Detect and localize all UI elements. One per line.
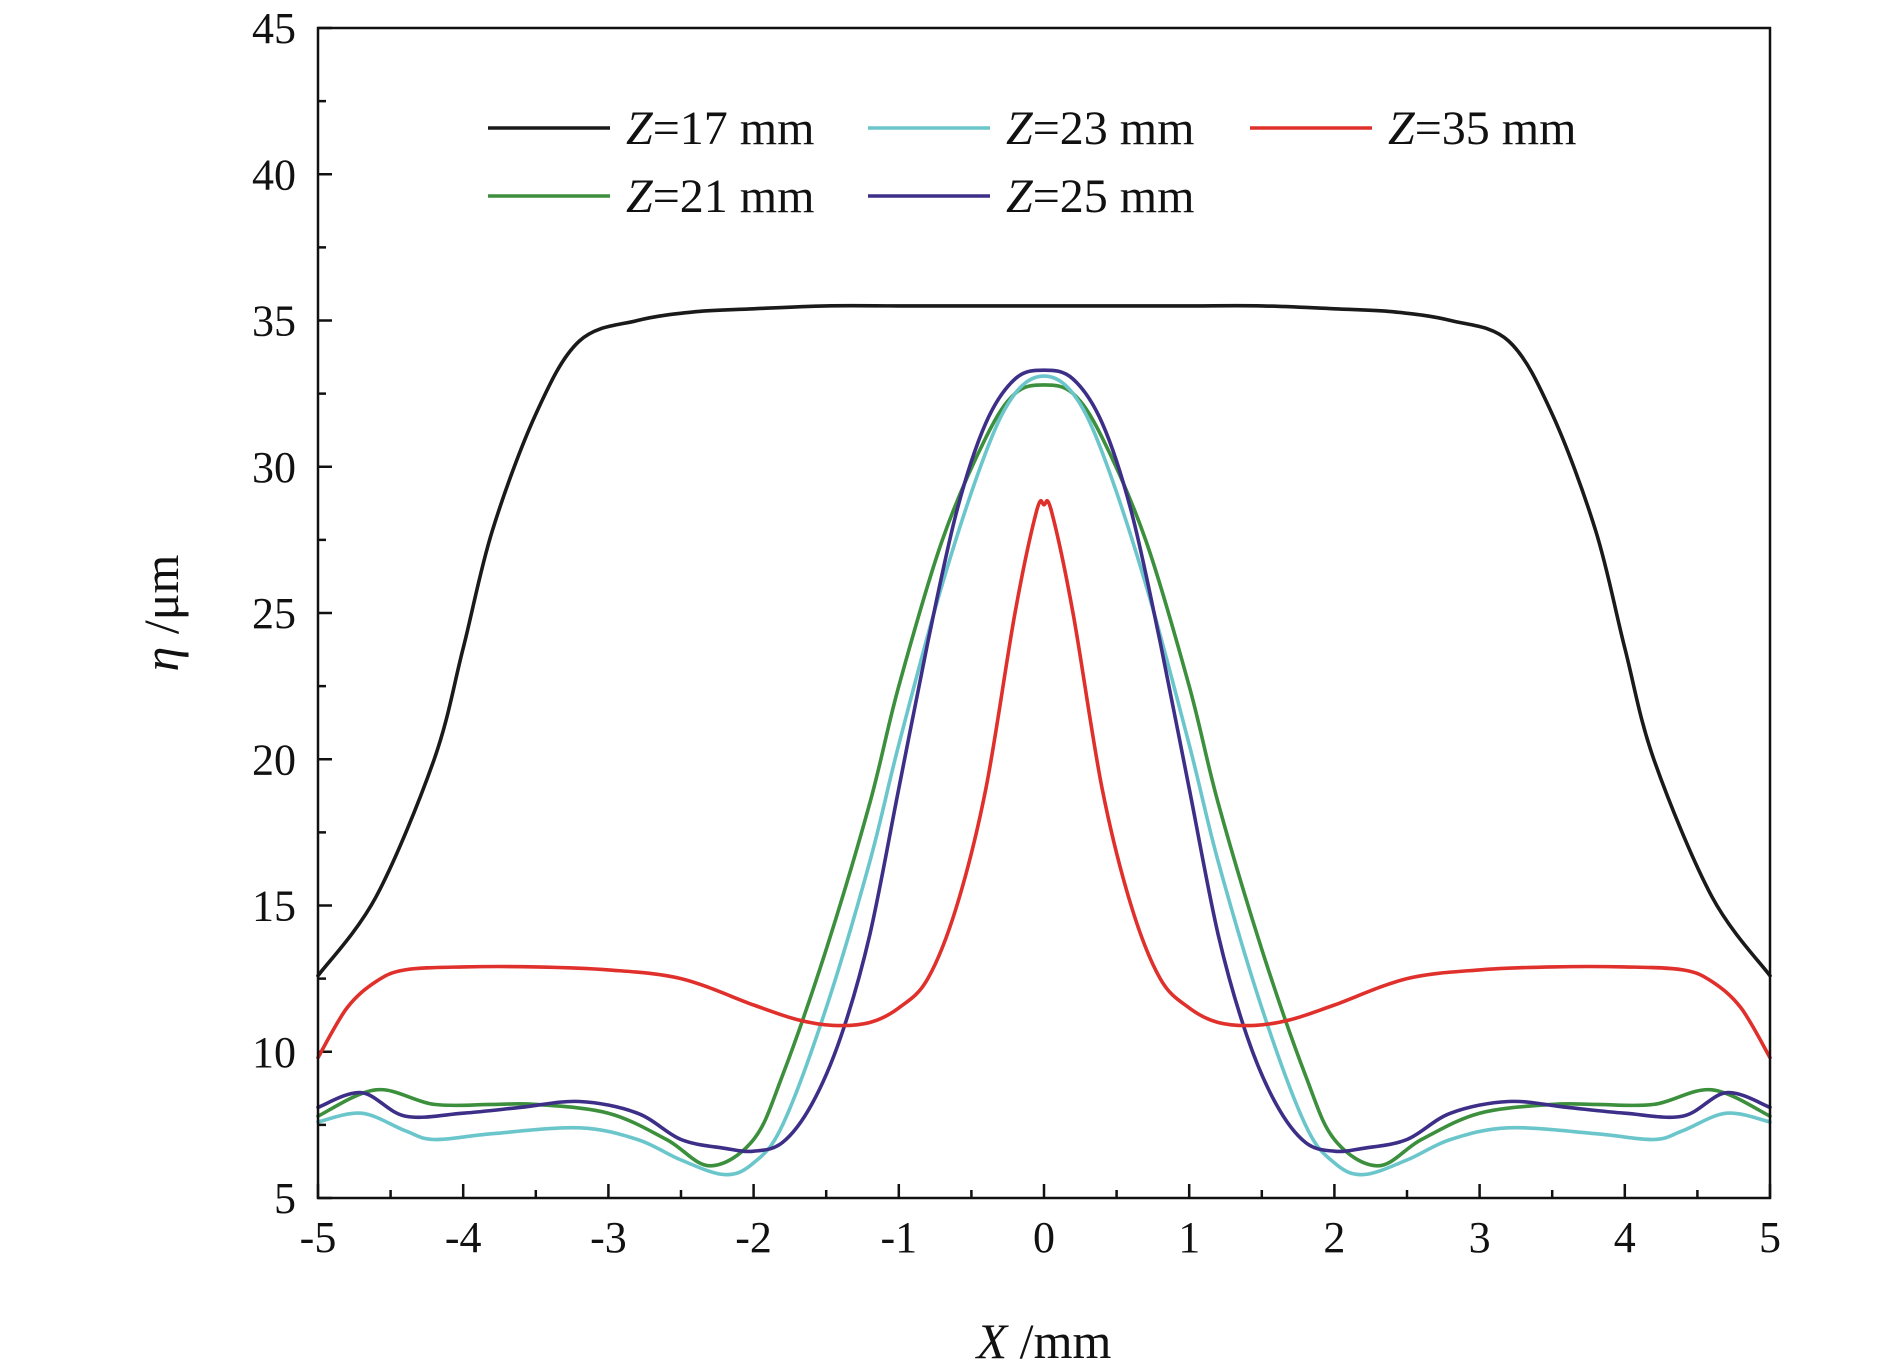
legend-label-4: Z=35 mm <box>1388 102 1576 155</box>
legend-label-3: Z=25 mm <box>1006 170 1194 223</box>
legend-label-2: Z=23 mm <box>1006 102 1194 155</box>
x-tick-label: 5 <box>1759 1213 1781 1262</box>
plot-frame <box>316 26 1772 1200</box>
y-tick-label: 5 <box>274 1174 296 1223</box>
x-tick-label: -1 <box>880 1213 917 1262</box>
x-tick-label: 3 <box>1469 1213 1491 1262</box>
x-tick-label: 1 <box>1178 1213 1200 1262</box>
y-tick-label: 45 <box>252 4 296 53</box>
y-tick-label: 25 <box>252 589 296 638</box>
x-tick-label: -4 <box>445 1213 482 1262</box>
x-tick-label: -5 <box>300 1213 337 1262</box>
series-line-3 <box>316 368 1772 1154</box>
x-tick-label: 4 <box>1614 1213 1636 1262</box>
x-tick-label: -2 <box>735 1213 772 1262</box>
legend: Z=17 mm Z=23 mm Z=35 mm Z=21 mm Z=25 mm <box>488 102 1576 223</box>
series-line-4 <box>316 499 1772 1060</box>
x-axis-title: X /mm <box>975 1313 1112 1369</box>
x-tick-label: 2 <box>1323 1213 1345 1262</box>
series-line-2 <box>316 374 1772 1177</box>
series-line-1 <box>316 383 1772 1168</box>
x-tick-label: 0 <box>1033 1213 1055 1262</box>
x-tick-label: -3 <box>590 1213 627 1262</box>
y-tick-label: 40 <box>252 150 296 199</box>
y-tick-label: 30 <box>252 443 296 492</box>
legend-label-1: Z=21 mm <box>626 170 814 223</box>
y-tick-label: 20 <box>252 735 296 784</box>
y-tick-label: 15 <box>252 882 296 931</box>
y-tick-label: 35 <box>252 297 296 346</box>
y-axis-title: η /μm <box>133 554 189 671</box>
lines-layer <box>316 303 1772 1177</box>
series-line-0 <box>316 303 1772 978</box>
legend-label-0: Z=17 mm <box>626 102 814 155</box>
y-tick-label: 10 <box>252 1028 296 1077</box>
